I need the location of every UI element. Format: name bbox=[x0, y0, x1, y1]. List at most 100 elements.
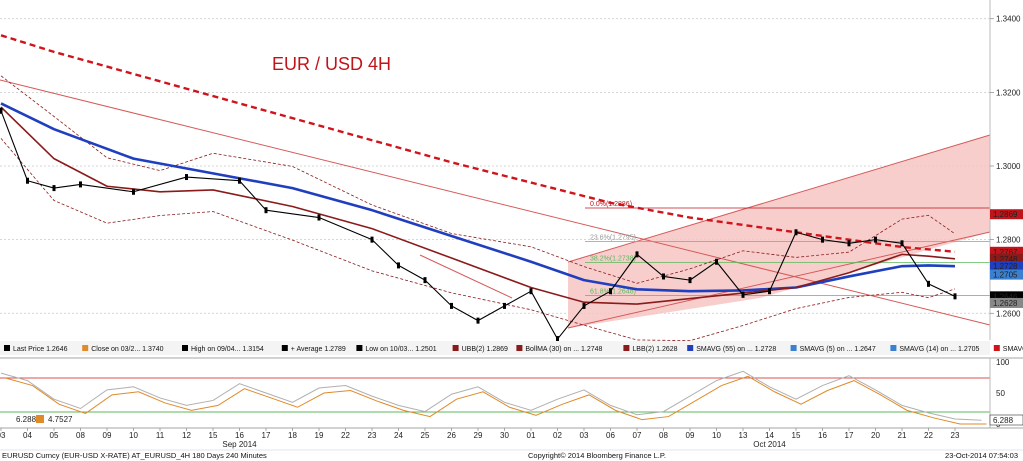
fib-label: 38.2%(1.2738) bbox=[590, 255, 636, 262]
legend-swatch bbox=[82, 345, 89, 351]
x-tick-label: 10 bbox=[129, 431, 138, 440]
x-tick-label: 15 bbox=[792, 431, 801, 440]
x-axis: 03 04 05 08 09 10 11 12 15 16 17 18 19 22 23 24 25 26 29 30… bbox=[0, 428, 960, 449]
series-layer bbox=[0, 34, 957, 343]
price-candle bbox=[874, 236, 877, 243]
oscillator-k-line bbox=[0, 370, 982, 421]
price-candle bbox=[821, 236, 824, 243]
price-candle bbox=[79, 181, 82, 188]
price-tick-label: 1.2800 bbox=[996, 236, 1021, 245]
x-tick-label: 19 bbox=[315, 431, 324, 440]
price-axis: 1.2600 1.2800 1.3000 1.3200 1.3400 bbox=[990, 15, 1021, 318]
x-tick-label: 26 bbox=[447, 431, 456, 440]
x-tick-label: 21 bbox=[898, 431, 907, 440]
legend-label: + Average 1.2789 bbox=[291, 346, 346, 353]
price-candle bbox=[688, 277, 692, 284]
price-tag-label: 1.2728 bbox=[993, 262, 1018, 271]
price-candle bbox=[52, 185, 56, 192]
legend-label: High on 09/04... 1.3154 bbox=[191, 346, 264, 353]
price-candle bbox=[26, 177, 29, 184]
x-tick-label: 05 bbox=[50, 431, 59, 440]
x-tick-label: 04 bbox=[23, 431, 32, 440]
price-tag-label: 1.2869 bbox=[993, 210, 1018, 219]
price-candle bbox=[476, 317, 480, 324]
fib-label: 61.8%(1.2648) bbox=[590, 289, 636, 296]
price-tick-label: 1.3400 bbox=[996, 15, 1021, 24]
x-tick-label: 17 bbox=[845, 431, 854, 440]
price-candle bbox=[185, 174, 188, 181]
x-tick-label: 09 bbox=[686, 431, 695, 440]
fib-label: 0.0%(1.2886) bbox=[590, 201, 632, 208]
legend-label: BollMA (30) on ... 1.2748 bbox=[525, 346, 602, 353]
oscillator-d-line bbox=[5, 375, 987, 425]
price-candle bbox=[317, 214, 321, 221]
down-trendline bbox=[0, 79, 991, 326]
price-tag bbox=[990, 269, 1023, 280]
chart-title: EUR / USD 4H bbox=[272, 54, 391, 74]
x-tick-label: 03 bbox=[580, 431, 589, 440]
price-candle bbox=[900, 240, 904, 247]
legend-swatch bbox=[890, 345, 897, 351]
legend-strip bbox=[0, 341, 990, 355]
x-tick-label: 11 bbox=[156, 431, 165, 440]
x-month-label: Sep 2014 bbox=[222, 440, 257, 449]
x-tick-label: 01 bbox=[527, 431, 536, 440]
legend-swatch bbox=[182, 345, 188, 351]
price-candle bbox=[768, 288, 771, 295]
price-candle bbox=[609, 288, 612, 295]
price-tag-label: 1.2767 bbox=[993, 248, 1018, 257]
price-candle bbox=[794, 229, 798, 236]
legend-label: SMAVG (200) ... 1.2767 bbox=[1003, 346, 1023, 353]
x-tick-label: 02 bbox=[553, 431, 562, 440]
lower-bollinger-band bbox=[0, 138, 956, 342]
price-tag-label: 1.2748 bbox=[993, 255, 1018, 264]
legend-swatch bbox=[687, 345, 694, 351]
x-tick-label: 03 bbox=[0, 431, 6, 440]
x-tick-label: 17 bbox=[262, 431, 271, 440]
price-candle bbox=[529, 288, 533, 295]
oscillator-tag bbox=[989, 414, 1023, 426]
footer-right: 23-Oct-2014 07:54:03 bbox=[945, 451, 1018, 460]
price-candle bbox=[582, 302, 586, 309]
price-candle bbox=[953, 293, 957, 300]
oscillator-tick-label: 100 bbox=[996, 358, 1010, 367]
x-tick-label: 15 bbox=[209, 431, 218, 440]
x-tick-label: 22 bbox=[341, 431, 350, 440]
x-month-label: Oct 2014 bbox=[753, 440, 786, 449]
oscillator-readout-swatch bbox=[36, 415, 44, 423]
price-candle bbox=[397, 262, 400, 269]
x-tick-label: 08 bbox=[76, 431, 85, 440]
legend-swatch bbox=[4, 345, 10, 351]
legend-label: UBB(2) 1.2869 bbox=[462, 346, 508, 353]
x-tick-label: 23 bbox=[368, 431, 377, 440]
legend: Last Price 1.2646 Close on 03/2... 1.3740… bbox=[4, 345, 1023, 353]
oscillator-readouts: 6.288 6.288 4.7527 bbox=[16, 414, 1023, 426]
price-candle bbox=[847, 240, 851, 247]
price-tag-label: 1.2628 bbox=[993, 299, 1018, 308]
legend-swatch bbox=[356, 345, 363, 351]
price-candle bbox=[662, 273, 665, 280]
bollinger-bands bbox=[0, 75, 956, 342]
price-tag bbox=[990, 291, 1023, 302]
x-tick-label: 25 bbox=[421, 431, 430, 440]
legend-label: Low on 10/03... 1.2501 bbox=[365, 346, 436, 353]
up-channel-upper bbox=[567, 134, 991, 263]
x-tick-label: 13 bbox=[739, 431, 748, 440]
series-smavg-200 bbox=[0, 34, 956, 253]
oscillator-readout: 6.288 bbox=[16, 415, 37, 424]
price-candle bbox=[556, 336, 559, 343]
footer-left: EURUSD Curncy (EUR-USD X-RATE) AT_EURUSD… bbox=[2, 451, 267, 460]
oscillator-readout: 4.7527 bbox=[48, 415, 73, 424]
price-candle bbox=[0, 107, 3, 114]
oscillator-tag-label: 6.288 bbox=[993, 416, 1014, 425]
x-tick-label: 12 bbox=[182, 431, 191, 440]
price-tag bbox=[990, 246, 1023, 257]
series-smavg-55 bbox=[0, 102, 956, 293]
price-tag bbox=[990, 253, 1023, 264]
x-tick-label: 24 bbox=[394, 431, 403, 440]
x-tick-label: 07 bbox=[633, 431, 642, 440]
price-tick-label: 1.2600 bbox=[996, 309, 1021, 318]
x-tick-label: 06 bbox=[606, 431, 615, 440]
